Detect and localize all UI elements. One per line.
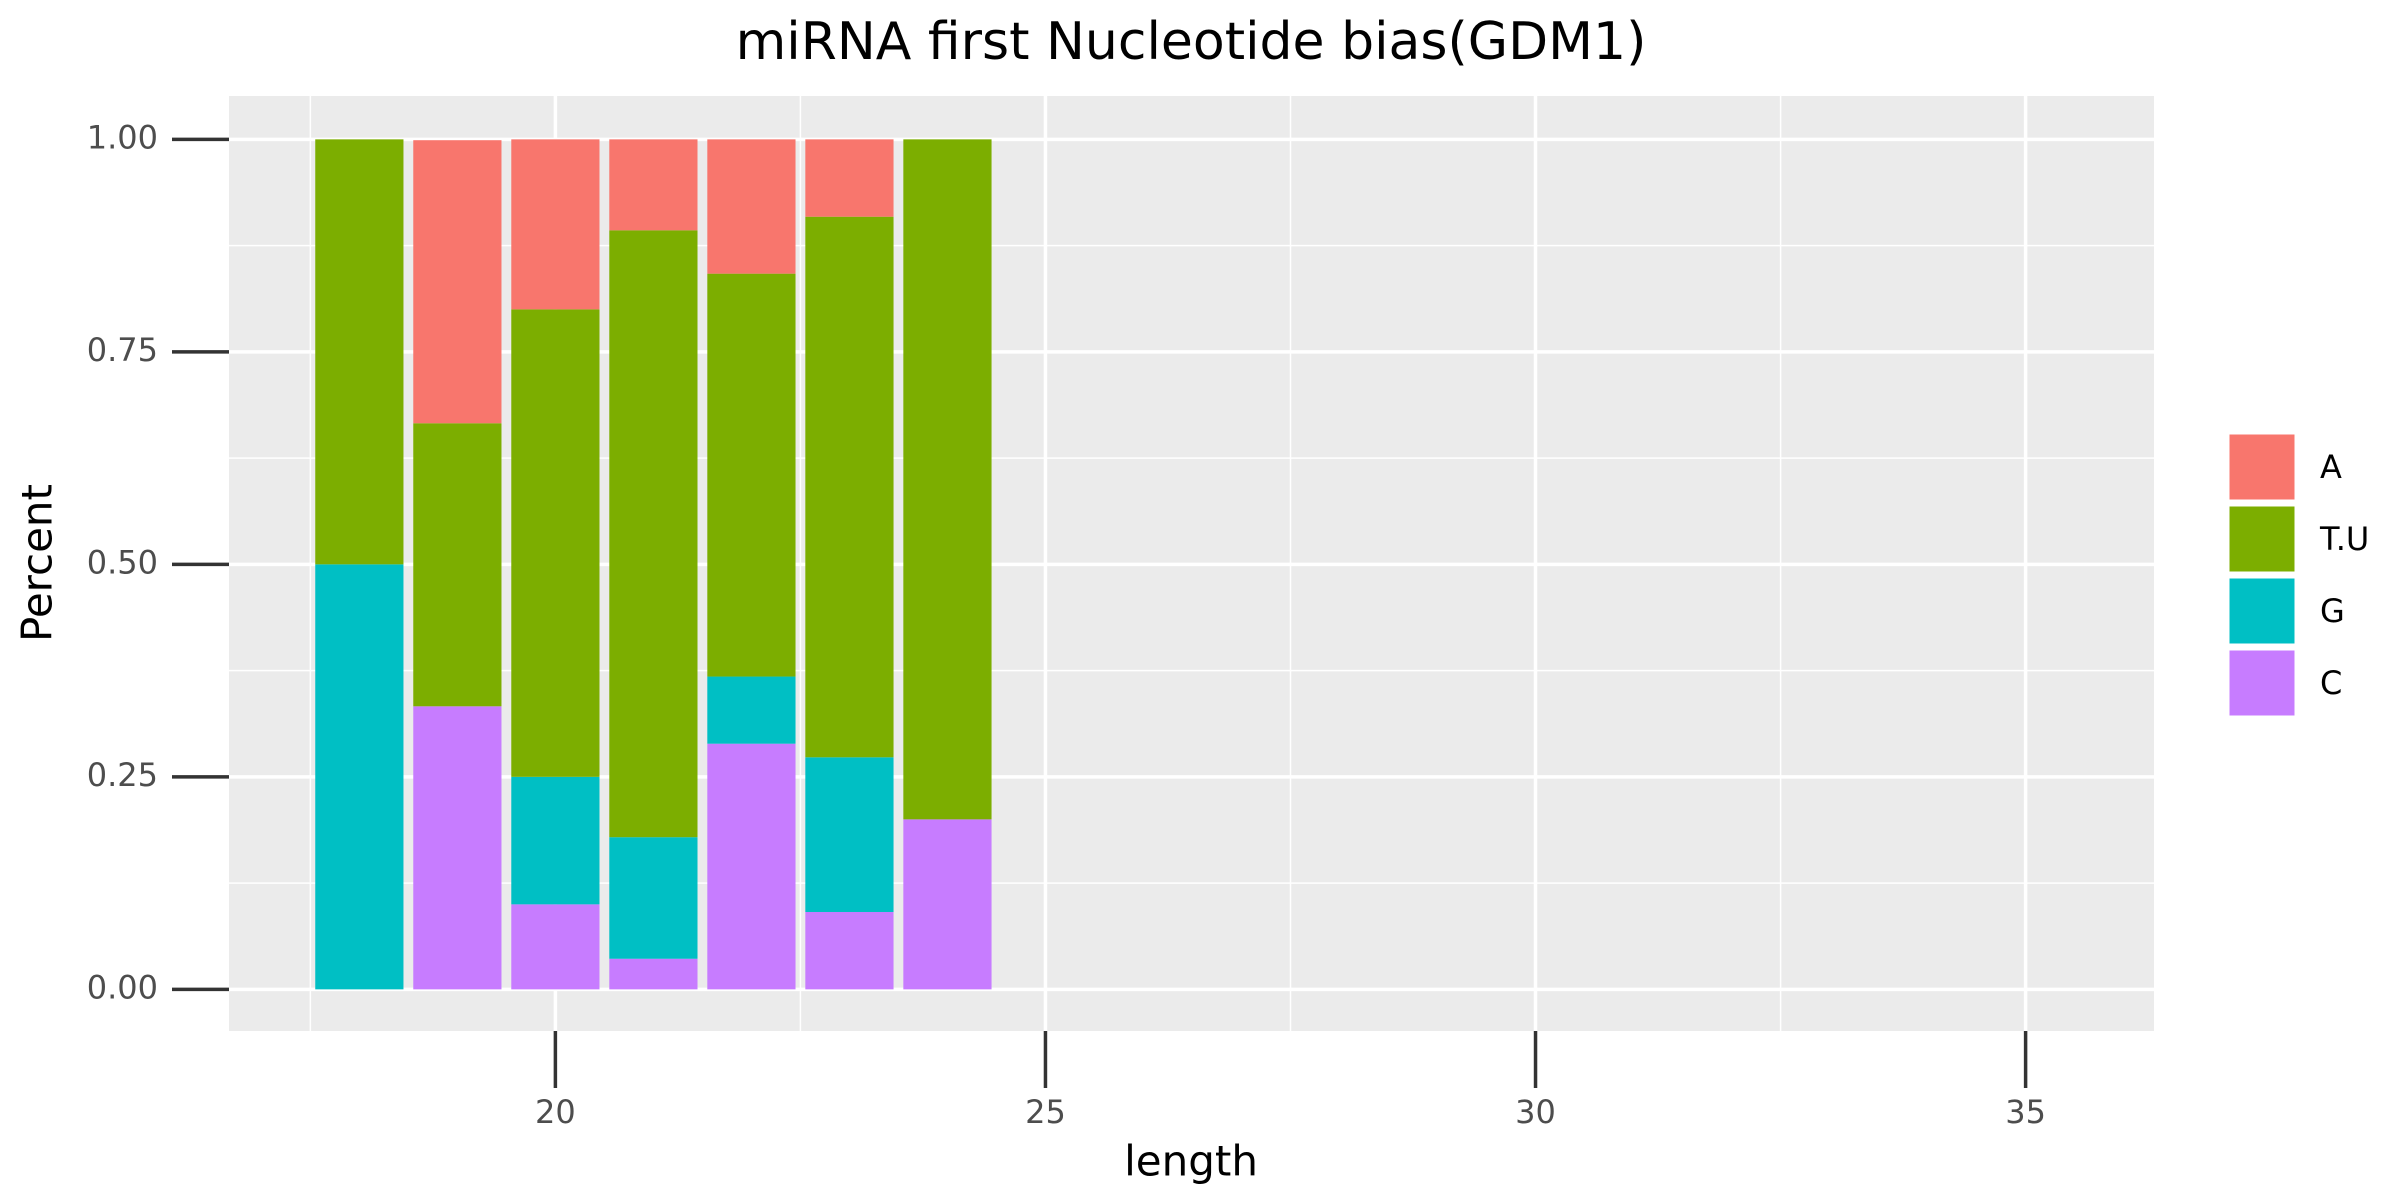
bar-segment xyxy=(413,423,502,707)
legend-label: T.U xyxy=(2319,520,2369,558)
bar-segment xyxy=(315,564,404,990)
x-tick-label: 25 xyxy=(1025,1093,1066,1131)
bar-segment xyxy=(903,819,992,990)
bar-segment xyxy=(315,139,404,565)
bar-segment xyxy=(805,912,894,990)
x-axis-title: length xyxy=(1124,1137,1258,1186)
legend-label: A xyxy=(2320,448,2342,486)
y-tick-label: 0.25 xyxy=(87,756,158,794)
bar-segment xyxy=(413,706,502,990)
bar-segment xyxy=(511,309,600,777)
legend-key xyxy=(2226,647,2298,719)
bar-segment xyxy=(903,139,992,820)
x-tick-label: 30 xyxy=(1515,1093,1556,1131)
bar-segment xyxy=(511,776,600,905)
legend-key xyxy=(2226,431,2298,503)
y-tick-label: 0.00 xyxy=(87,968,158,1006)
legend-key xyxy=(2226,503,2298,575)
bar-segment xyxy=(609,230,698,838)
bar-segment xyxy=(707,676,796,744)
y-axis-title: Percent xyxy=(13,484,62,642)
bar-segment xyxy=(707,273,796,677)
bar-segment xyxy=(707,139,796,274)
bar-segment xyxy=(413,140,502,424)
bar-segment xyxy=(609,837,698,959)
bar-segment xyxy=(511,139,600,310)
y-tick-label: 1.00 xyxy=(87,118,158,156)
x-tick-label: 20 xyxy=(535,1093,576,1131)
bar-segment xyxy=(511,904,600,990)
bar-segment xyxy=(609,958,698,990)
legend-label: C xyxy=(2320,664,2342,702)
y-tick-label: 0.50 xyxy=(87,543,158,581)
bar-segment xyxy=(707,743,796,990)
y-tick-label: 0.75 xyxy=(87,331,158,369)
bar-segment xyxy=(805,139,894,217)
chart-title: miRNA first Nucleotide bias(GDM1) xyxy=(736,12,1647,72)
bar-segment xyxy=(609,139,698,231)
bar-segment xyxy=(805,757,894,912)
legend-key xyxy=(2226,575,2298,647)
legend-label: G xyxy=(2320,592,2345,630)
bar-segment xyxy=(805,216,894,758)
x-tick-label: 35 xyxy=(2005,1093,2046,1131)
